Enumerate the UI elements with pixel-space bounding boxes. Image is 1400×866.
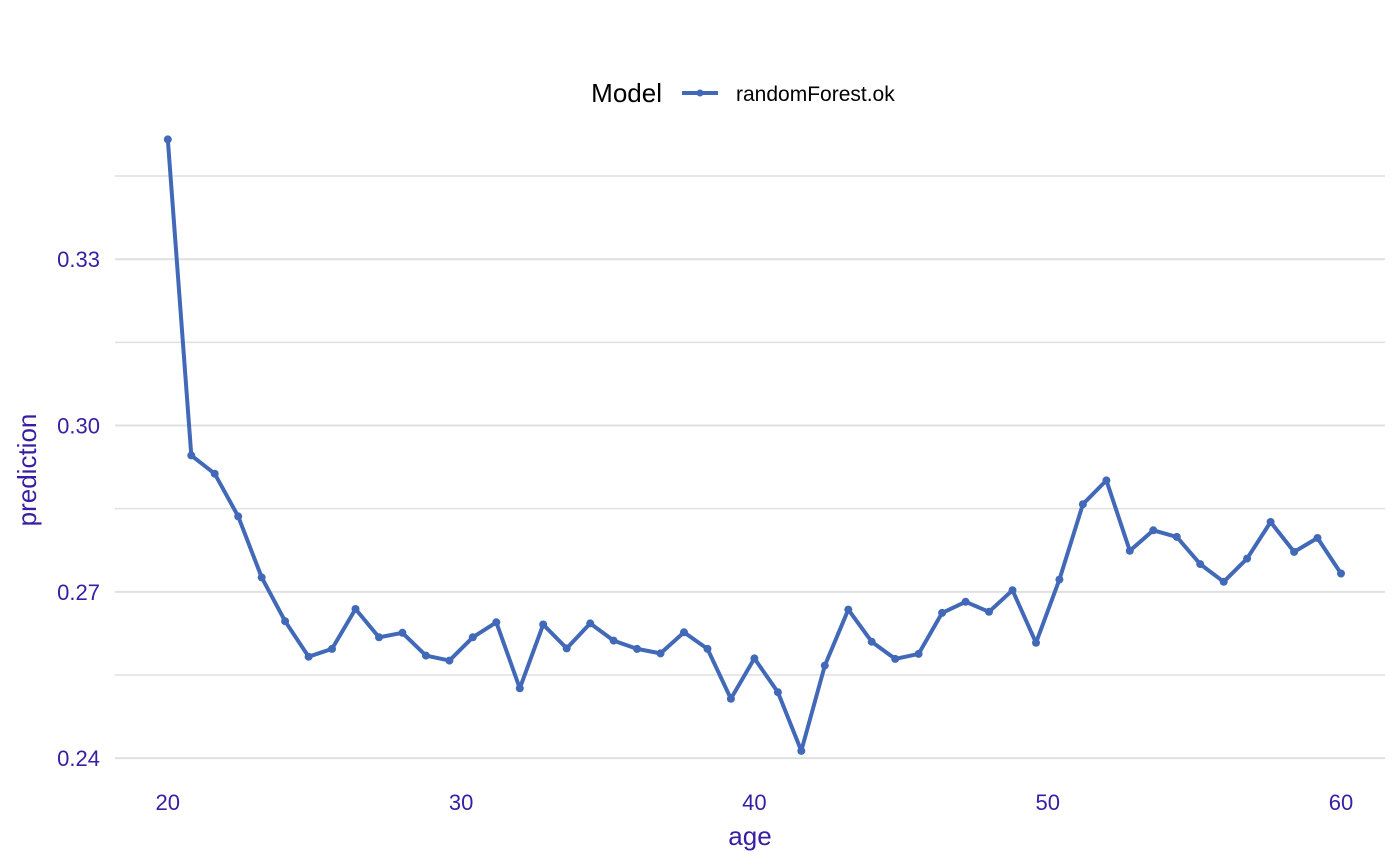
data-point [375,633,383,642]
data-point [304,652,313,661]
data-point [1078,500,1087,509]
data-point [750,654,759,663]
data-point [985,607,993,616]
data-point [891,654,900,663]
data-point [609,636,618,645]
data-point [468,633,477,642]
data-point [1032,638,1040,647]
data-point [961,597,970,606]
legend: Model randomForest.ok [591,78,895,108]
x-axis-ticks: 20 30 40 50 60 [156,790,1354,815]
data-point [1172,532,1181,541]
data-point [586,619,595,628]
data-point [633,644,642,653]
y-axis-title: prediction [12,414,42,527]
data-point [492,618,501,627]
data-point [1196,560,1205,569]
data-point [421,651,430,660]
data-point [163,135,172,144]
series-layer [163,135,1345,755]
data-point [1102,476,1111,485]
y-tick-label: 0.27 [57,580,100,605]
data-point [703,644,712,653]
data-point [820,661,829,670]
x-tick-label: 40 [742,790,766,815]
legend-title: Model [591,78,662,108]
data-point [867,637,876,646]
data-point [1008,586,1017,595]
data-point [281,617,290,626]
x-tick-label: 30 [449,790,473,815]
data-point [773,688,782,697]
data-point [1149,526,1158,535]
data-point [445,656,454,665]
data-point [1243,554,1252,563]
data-point [1266,518,1275,526]
x-tick-label: 20 [156,790,180,815]
data-point [539,620,548,629]
data-point [1219,577,1228,586]
data-point [328,644,336,653]
data-point [351,605,360,613]
data-point [257,573,266,582]
data-point [515,684,524,693]
data-point [938,608,947,617]
data-point [656,649,665,658]
data-point [844,605,853,614]
data-point [680,628,688,637]
data-point [1055,575,1064,584]
y-tick-label: 0.24 [57,746,100,771]
data-point [210,469,219,478]
data-point [1337,569,1345,578]
y-tick-label: 0.30 [57,414,100,439]
data-point [562,644,571,653]
legend-series-marker [696,89,704,97]
x-axis-title: age [728,821,771,851]
data-point [1313,534,1322,542]
y-tick-label: 0.33 [57,247,100,272]
x-tick-label: 60 [1329,790,1353,815]
data-point [726,694,735,703]
data-point [797,746,806,755]
data-point [187,451,196,460]
gridlines [115,175,1385,760]
y-axis-ticks: 0.24 0.27 0.30 0.33 [57,247,100,771]
data-point [914,649,923,658]
data-point [398,628,407,637]
x-tick-label: 50 [1035,790,1059,815]
data-point [1290,547,1299,556]
data-point [234,512,243,521]
data-point [1125,546,1134,555]
legend-series-label: randomForest.ok [736,83,895,106]
